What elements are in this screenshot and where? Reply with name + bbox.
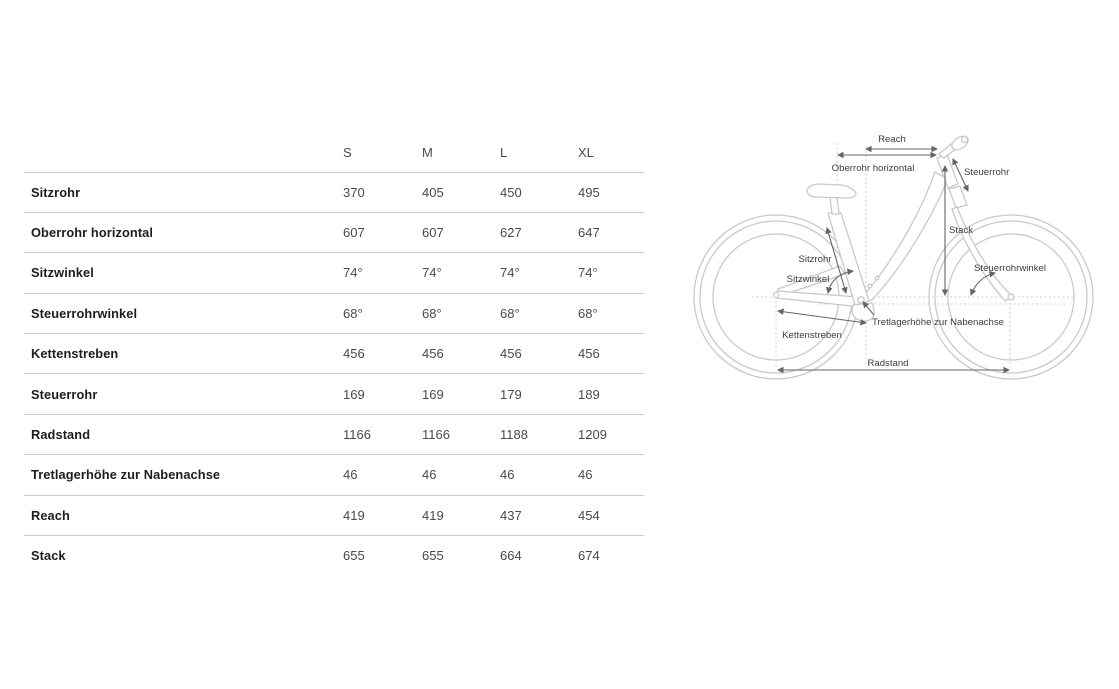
cell-value: 68° bbox=[578, 305, 598, 321]
col-header-xl: XL bbox=[578, 144, 594, 160]
cell-value: 456 bbox=[343, 346, 365, 362]
bar-end-cap bbox=[960, 135, 969, 144]
col-header-l: L bbox=[500, 144, 508, 160]
cell-value: 1209 bbox=[578, 427, 607, 443]
cell-value: 456 bbox=[500, 346, 522, 362]
cell-value: 74° bbox=[343, 265, 363, 281]
row-label: Oberrohr horizontal bbox=[31, 225, 154, 241]
cell-value: 454 bbox=[578, 507, 600, 523]
table-header-row: S M L XL bbox=[24, 133, 644, 173]
cell-value: 189 bbox=[578, 386, 600, 402]
geometry-table: S M L XL Sitzrohr 370 405 450 495 Oberro… bbox=[24, 133, 644, 575]
cell-value: 169 bbox=[343, 386, 365, 402]
diagram-label-kettenstreben: Kettenstreben bbox=[782, 330, 842, 341]
rear-axle bbox=[772, 291, 780, 299]
cell-value: 456 bbox=[578, 346, 600, 362]
diagram-label-tretlagerhoehe: Tretlagerhöhe zur Nabenachse bbox=[872, 317, 1004, 328]
row-label: Stack bbox=[31, 548, 66, 564]
tretlagerhoehe-arrow bbox=[862, 301, 875, 316]
row-label: Reach bbox=[31, 507, 70, 523]
kettenstreben-arrow bbox=[777, 308, 867, 326]
table-row: Sitzwinkel 74° 74° 74° 74° bbox=[24, 253, 644, 294]
table-row: Steuerrohr 169 169 179 189 bbox=[24, 374, 644, 415]
cell-value: 419 bbox=[422, 507, 444, 523]
fork-crown bbox=[948, 185, 968, 209]
cell-value: 674 bbox=[578, 548, 600, 564]
col-header-s: S bbox=[343, 144, 352, 160]
cell-value: 655 bbox=[343, 548, 365, 564]
cell-value: 74° bbox=[422, 265, 442, 281]
cell-value: 450 bbox=[500, 184, 522, 200]
cell-value: 1188 bbox=[500, 427, 528, 443]
cell-value: 46 bbox=[422, 467, 437, 483]
cell-value: 1166 bbox=[422, 427, 450, 443]
cell-value: 664 bbox=[500, 548, 522, 564]
row-label: Sitzwinkel bbox=[31, 265, 94, 281]
cell-value: 405 bbox=[422, 184, 444, 200]
cell-value: 1166 bbox=[343, 427, 371, 443]
row-label: Steuerrohrwinkel bbox=[31, 305, 138, 321]
cell-value: 46 bbox=[343, 467, 358, 483]
chain-stay bbox=[776, 290, 862, 308]
table-row: Tretlagerhöhe zur Nabenachse 46 46 46 46 bbox=[24, 455, 644, 496]
cell-value: 68° bbox=[343, 305, 363, 321]
cell-value: 419 bbox=[343, 507, 365, 523]
bike-frame bbox=[772, 135, 1015, 322]
cell-value: 179 bbox=[500, 386, 522, 402]
saddle bbox=[806, 183, 857, 199]
row-label: Tretlagerhöhe zur Nabenachse bbox=[31, 467, 221, 483]
diagram-label-stack: Stack bbox=[949, 225, 973, 236]
diagram-label-sitzwinkel: Sitzwinkel bbox=[787, 274, 830, 285]
cell-value: 74° bbox=[500, 265, 520, 281]
diagram-labels: Reach Oberrohr horizontal Steuerrohr Sta… bbox=[782, 134, 1046, 369]
diagram-label-steuerrohr: Steuerrohr bbox=[964, 167, 1010, 178]
cell-value: 46 bbox=[500, 467, 515, 483]
measurement-annotations bbox=[777, 145, 1010, 374]
cell-value: 46 bbox=[578, 467, 593, 483]
steuerrohr-arrow bbox=[952, 158, 969, 192]
diagram-label-steuerrohrwinkel: Steuerrohrwinkel bbox=[974, 263, 1046, 274]
table-row: Oberrohr horizontal 607 607 627 647 bbox=[24, 213, 644, 254]
cell-value: 169 bbox=[422, 386, 444, 402]
seat-tube bbox=[827, 212, 870, 306]
row-label: Steuerrohr bbox=[31, 386, 98, 402]
table-row: Sitzrohr 370 405 450 495 bbox=[24, 173, 644, 213]
cell-value: 607 bbox=[343, 225, 365, 241]
front-axle bbox=[1007, 293, 1015, 301]
motor-housing bbox=[851, 302, 875, 322]
table-row: Steuerrohrwinkel 68° 68° 68° 68° bbox=[24, 294, 644, 335]
diagram-label-reach: Reach bbox=[878, 134, 906, 145]
table-row: Stack 655 655 664 674 bbox=[24, 536, 644, 575]
col-header-m: M bbox=[422, 144, 433, 160]
frame-bolt bbox=[874, 275, 880, 281]
fork-blade bbox=[951, 206, 1015, 302]
cell-value: 456 bbox=[422, 346, 444, 362]
down-tube bbox=[854, 171, 949, 306]
cell-value: 655 bbox=[422, 548, 444, 564]
cell-value: 437 bbox=[500, 507, 522, 523]
cell-value: 647 bbox=[578, 225, 600, 241]
cell-value: 495 bbox=[578, 184, 600, 200]
seat-post bbox=[829, 196, 840, 215]
cell-value: 74° bbox=[578, 265, 598, 281]
table-row: Kettenstreben 456 456 456 456 bbox=[24, 334, 644, 375]
sitzwinkel-arc bbox=[825, 268, 854, 294]
diagram-label-radstand: Radstand bbox=[867, 358, 908, 369]
row-label: Sitzrohr bbox=[31, 184, 81, 200]
cell-value: 607 bbox=[422, 225, 444, 241]
cell-value: 68° bbox=[500, 305, 520, 321]
cell-value: 370 bbox=[343, 184, 365, 200]
frame-bolt bbox=[867, 283, 873, 289]
table-row: Radstand 1166 1166 1188 1209 bbox=[24, 415, 644, 456]
diagram-label-sitzrohr: Sitzrohr bbox=[798, 254, 832, 265]
steuerrohrwinkel-arc bbox=[969, 271, 996, 296]
row-label: Kettenstreben bbox=[31, 346, 119, 362]
row-label: Radstand bbox=[31, 427, 91, 443]
cell-value: 627 bbox=[500, 225, 522, 241]
diagram-label-oberrohr: Oberrohr horizontal bbox=[832, 163, 915, 174]
bike-geometry-diagram: Reach Oberrohr horizontal Steuerrohr Sta… bbox=[693, 134, 1094, 380]
table-row: Reach 419 419 437 454 bbox=[24, 496, 644, 537]
cell-value: 68° bbox=[422, 305, 442, 321]
